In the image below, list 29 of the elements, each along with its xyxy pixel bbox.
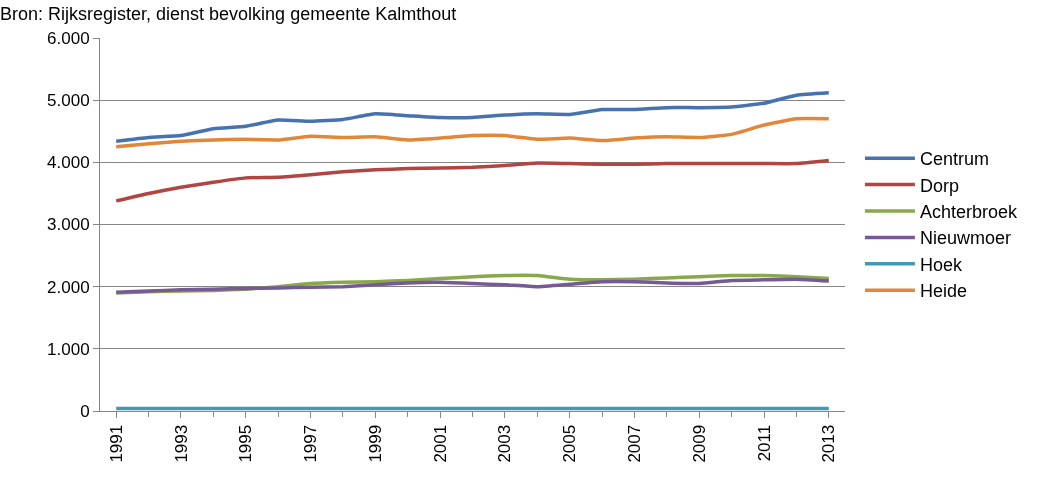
y-tick-label: 4.000 (47, 153, 90, 173)
x-tick-label: 2005 (560, 424, 580, 463)
x-tick-label: 1997 (301, 424, 321, 463)
x-tick-label: 1995 (236, 424, 256, 463)
x-tick-label: 1999 (365, 424, 385, 463)
x-tick-label: 2001 (430, 424, 450, 463)
x-tick-label: 1993 (171, 424, 191, 463)
line-series (114, 158, 831, 203)
line-series (114, 116, 831, 149)
legend-label: Achterbroek (919, 202, 1018, 223)
y-tick-label: 3.000 (47, 215, 90, 235)
legend-label: Nieuwmoer (919, 228, 1011, 249)
legend-label: Heide (919, 281, 967, 302)
legend-label: Dorp (919, 175, 959, 196)
x-tick-label: 2011 (754, 424, 774, 462)
y-tick-label: 2.000 (47, 277, 90, 297)
legend-label: Hoek (919, 254, 963, 275)
y-tick-label: 1.000 (47, 339, 90, 359)
x-tick-label: 2007 (624, 424, 644, 463)
legend-label: Centrum (919, 149, 989, 170)
x-tick-label: 1991 (106, 424, 126, 463)
x-tick-label: 2009 (689, 424, 709, 463)
x-tick-label: 2013 (819, 424, 839, 463)
line-series (114, 90, 831, 143)
x-tick-label: 2003 (495, 424, 515, 463)
y-tick-label: 6.000 (47, 28, 90, 48)
y-tick-label: 5.000 (47, 91, 90, 111)
chart-title: Bron: Rijksregister, dienst bevolking gemeente Kalmthout (0, 3, 457, 24)
y-tick-label: 0 (80, 401, 90, 421)
